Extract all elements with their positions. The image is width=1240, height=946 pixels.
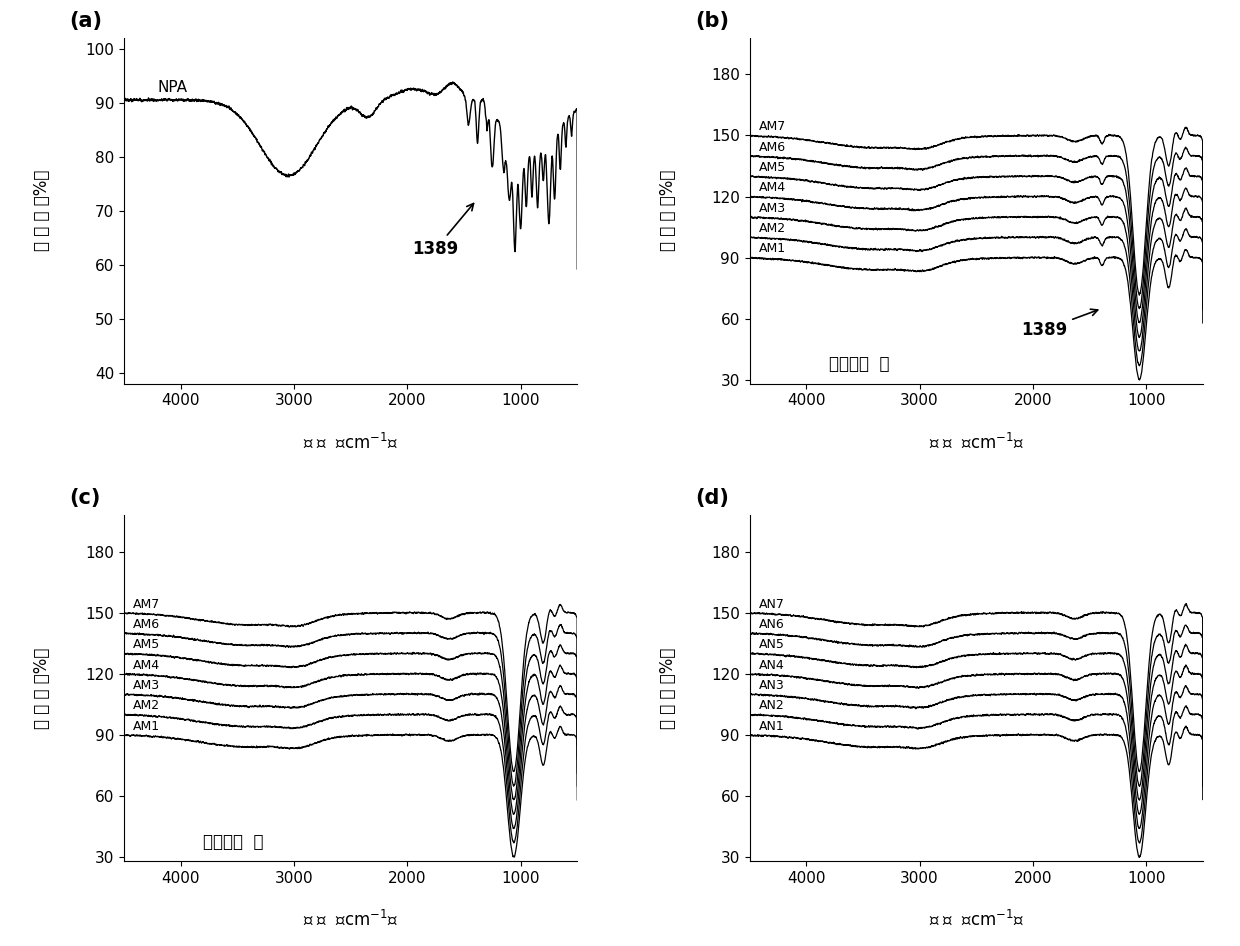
Text: AN4: AN4 <box>759 658 785 672</box>
Text: AM6: AM6 <box>759 141 786 154</box>
Text: AM2: AM2 <box>133 699 160 712</box>
Text: AM7: AM7 <box>759 120 786 133</box>
Text: (d): (d) <box>696 488 729 508</box>
Text: AM5: AM5 <box>759 161 786 174</box>
Text: 1389: 1389 <box>1021 309 1097 339</box>
Text: AM7: AM7 <box>133 598 160 611</box>
Text: AM4: AM4 <box>759 182 786 195</box>
Text: AM4: AM4 <box>133 658 160 672</box>
Text: AM5: AM5 <box>133 639 160 652</box>
Text: 波 数  （cm$^{-1}$）: 波 数 （cm$^{-1}$） <box>929 432 1024 451</box>
Text: 透 过 率 （%）: 透 过 率 （%） <box>33 647 51 728</box>
Text: AM6: AM6 <box>133 618 160 631</box>
Text: NPA: NPA <box>157 79 188 95</box>
Text: (c): (c) <box>69 488 100 508</box>
Text: (b): (b) <box>696 11 729 31</box>
Text: AM1: AM1 <box>133 720 160 733</box>
Text: AN3: AN3 <box>759 679 785 692</box>
Text: AM3: AM3 <box>133 679 160 692</box>
Text: AN1: AN1 <box>759 720 785 733</box>
Text: 透 过 率 （%）: 透 过 率 （%） <box>658 647 677 728</box>
Text: 1389: 1389 <box>413 203 474 258</box>
Text: AN6: AN6 <box>759 618 785 631</box>
Text: AM2: AM2 <box>759 222 786 236</box>
Text: 去除模板  后: 去除模板 后 <box>203 832 264 850</box>
Text: AM1: AM1 <box>759 242 786 255</box>
Text: (a): (a) <box>69 11 103 31</box>
Text: 透 过 率 （%）: 透 过 率 （%） <box>658 170 677 252</box>
Text: 波 数  （cm$^{-1}$）: 波 数 （cm$^{-1}$） <box>303 909 398 929</box>
Text: 波 数  （cm$^{-1}$）: 波 数 （cm$^{-1}$） <box>929 909 1024 929</box>
Text: 去除模板  前: 去除模板 前 <box>828 356 889 374</box>
Text: AN7: AN7 <box>759 598 785 611</box>
Text: 透 过 率 （%）: 透 过 率 （%） <box>33 170 51 252</box>
Text: AN2: AN2 <box>759 699 785 712</box>
Text: 波 数  （cm$^{-1}$）: 波 数 （cm$^{-1}$） <box>303 432 398 451</box>
Text: AM3: AM3 <box>759 201 786 215</box>
Text: AN5: AN5 <box>759 639 785 652</box>
